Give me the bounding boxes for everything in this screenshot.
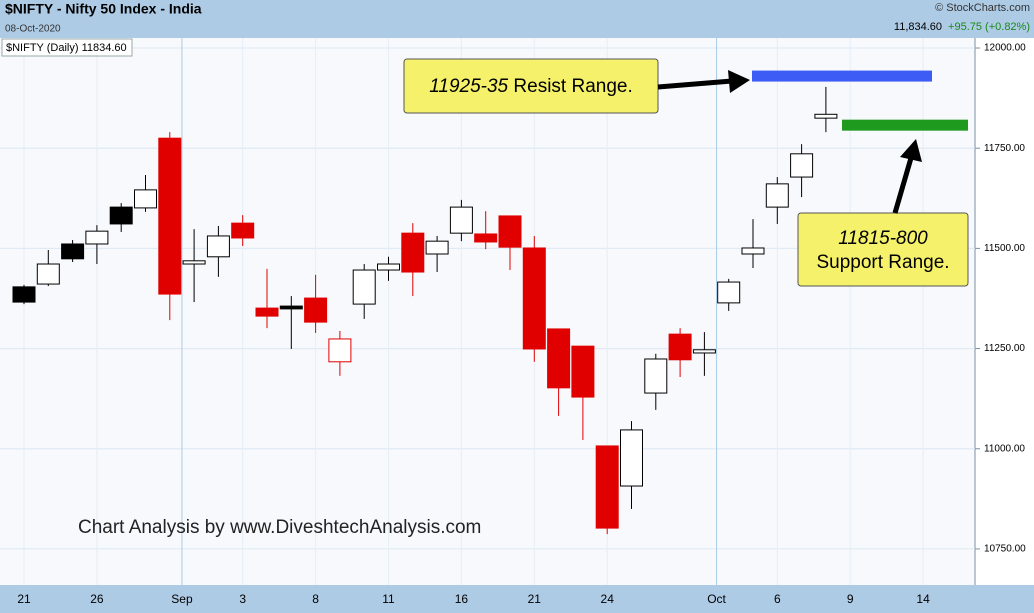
zone [842,119,968,131]
arrow-head [728,70,750,93]
candle-body [255,307,279,317]
x-tick-label: 24 [601,592,615,606]
candle-body [109,206,133,225]
candle-body [36,263,60,285]
date: 08-Oct-2020 [5,24,61,35]
candle-body [279,305,303,310]
candle-body [12,286,36,303]
candle-body [304,297,328,323]
credit: © StockCharts.com [935,2,1030,14]
candle-body [790,153,814,178]
x-tick-label: 26 [90,592,104,606]
candle-body [474,233,498,243]
x-tick-label: 8 [312,592,319,606]
candle-body [401,232,425,273]
candle-body [644,358,668,394]
last-price: 11,834.60 [894,21,942,33]
candle-body [547,328,571,389]
zone [752,70,932,82]
candle-body [571,345,595,398]
y-tick-label: 11000.00 [984,443,1025,454]
callout-rest: Resist Range. [508,76,633,97]
y-tick-label: 11500.00 [984,243,1025,254]
candle-body [61,243,85,260]
y-tick-label: 10750.00 [984,544,1026,555]
legend: $NIFTY (Daily) 11834.60 [6,42,127,54]
x-tick-label: 14 [916,592,930,606]
y-axis-area [975,38,1034,585]
callout-emphasis: 11815-800 [838,228,928,249]
chart-title: $NIFTY - Nifty 50 Index - India [5,1,202,17]
candle-body [741,247,765,255]
candle-body [765,183,789,208]
candle-body [498,215,522,248]
quote: 11,834.60 +95.75 (+0.82%) [894,21,1030,33]
y-tick-label: 11250.00 [984,343,1025,354]
candle-body [814,113,838,119]
y-tick-label: 11750.00 [984,143,1025,154]
arrow-head [900,139,922,162]
arrow [892,157,914,214]
callout-text: 11925-35 Resist Range. [429,76,633,97]
legend-box [1,38,133,57]
candle-body [182,260,206,265]
candle-body [206,235,230,258]
candle-body [328,338,352,363]
x-tick-label: 6 [774,592,781,606]
callout-rest: Support Range. [816,252,949,273]
candle-body [620,429,643,487]
x-tick-label: Sep [171,592,193,606]
candle-body [352,269,376,305]
candle-body [449,206,473,234]
candle-body [134,189,157,209]
candle-body [595,445,619,529]
candle-body [425,240,449,255]
candle-body [668,333,692,361]
x-tick-label: Oct [707,592,726,606]
candle-body [85,230,109,245]
x-tick-label: 21 [17,592,31,606]
x-tick-label: 11 [382,592,395,606]
x-tick-label: 21 [528,592,542,606]
candle-body [717,281,741,304]
x-tick-label: 16 [455,592,469,606]
candle-body [377,263,400,271]
y-tick-label: 12000.00 [984,43,1026,54]
arrow [657,78,733,90]
change: +95.75 (+0.82%) [948,21,1030,33]
x-tick-label: 3 [239,592,246,606]
candle-body [158,137,182,295]
candle-body [522,247,546,350]
watermark: Chart Analysis by www.DiveshtechAnalysis… [78,517,481,538]
callout-box [797,212,969,287]
x-tick-label: 9 [847,592,854,606]
plot-area [0,38,975,585]
candle-body [692,349,716,354]
callout-emphasis: 11925-35 [429,76,508,97]
candle-body [231,222,255,239]
